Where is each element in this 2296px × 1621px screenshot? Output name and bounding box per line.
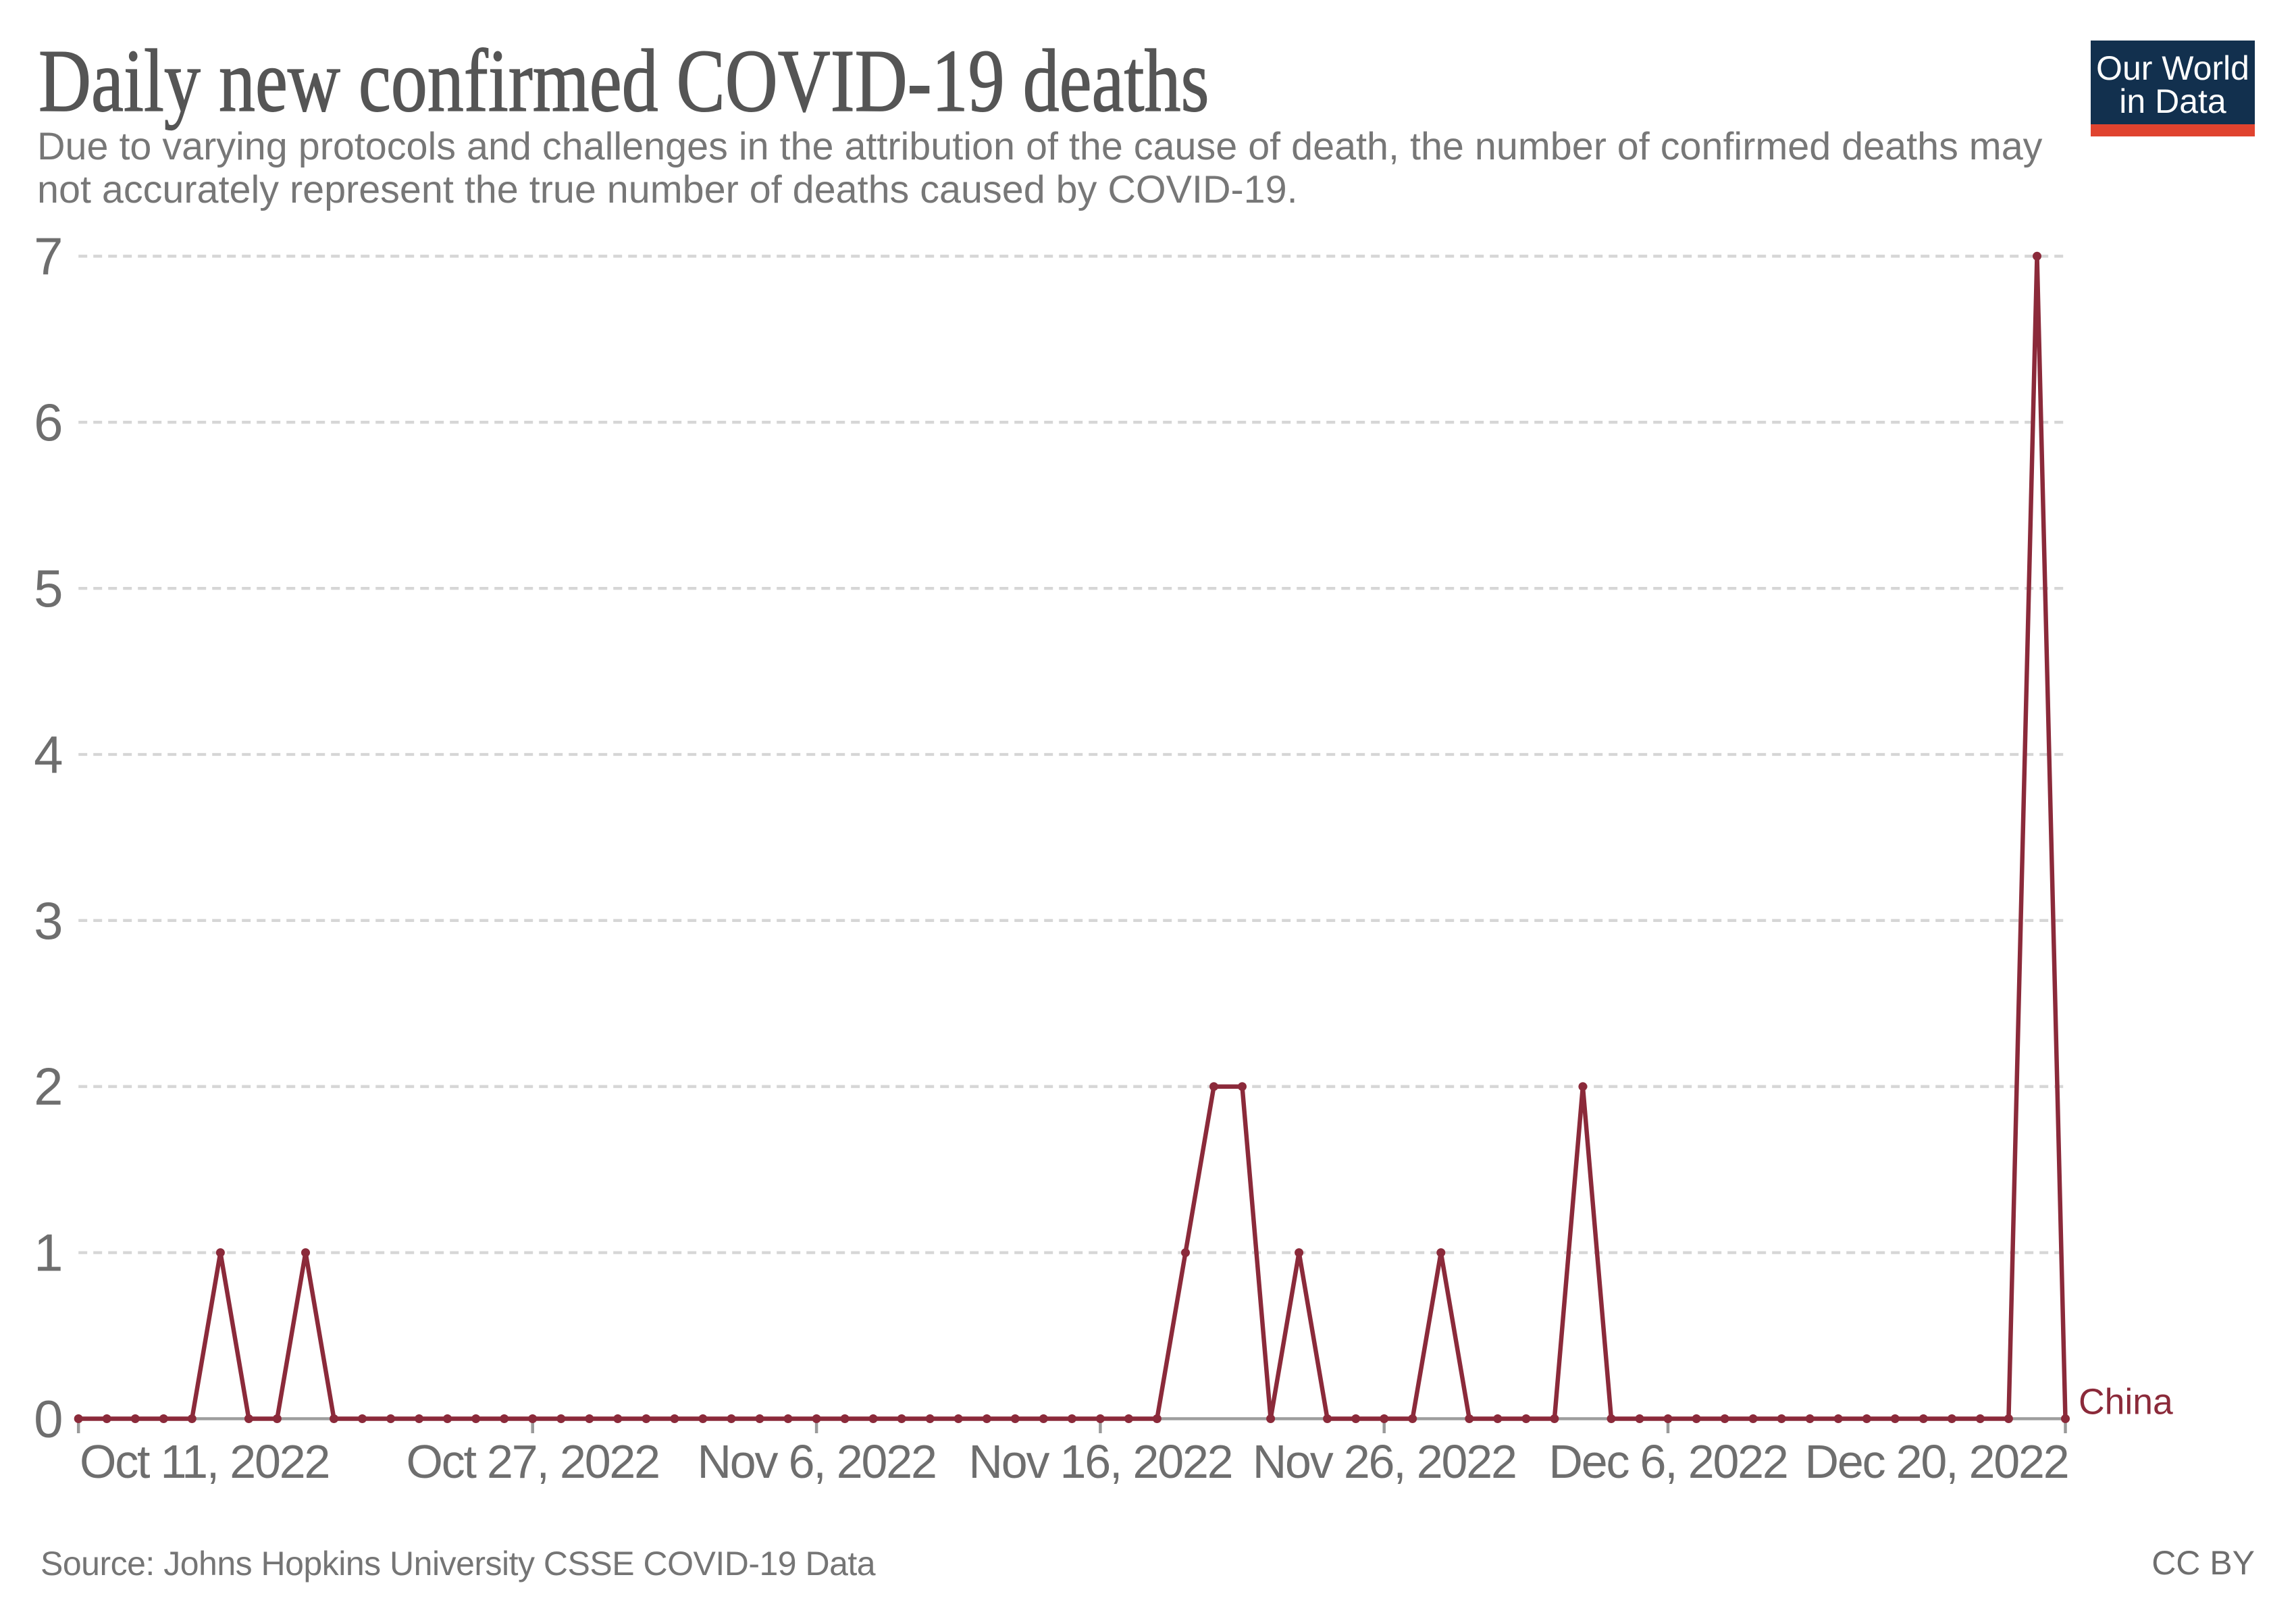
svg-text:7: 7 — [34, 226, 63, 286]
svg-text:Nov 16, 2022: Nov 16, 2022 — [968, 1435, 1232, 1488]
svg-text:Dec 6, 2022: Dec 6, 2022 — [1548, 1435, 1787, 1488]
svg-text:Nov 6, 2022: Nov 6, 2022 — [697, 1435, 935, 1488]
svg-text:Dec 20, 2022: Dec 20, 2022 — [1804, 1435, 2068, 1488]
svg-text:1: 1 — [34, 1223, 63, 1283]
svg-text:Nov 26, 2022: Nov 26, 2022 — [1253, 1435, 1516, 1488]
svg-text:China: China — [2079, 1382, 2173, 1422]
svg-text:4: 4 — [34, 725, 63, 784]
svg-text:2: 2 — [34, 1057, 63, 1116]
svg-text:0: 0 — [34, 1389, 63, 1449]
svg-text:Oct 11, 2022: Oct 11, 2022 — [80, 1435, 329, 1488]
svg-text:5: 5 — [34, 559, 63, 618]
svg-text:6: 6 — [34, 392, 63, 452]
svg-text:Oct 27, 2022: Oct 27, 2022 — [406, 1435, 658, 1488]
svg-text:3: 3 — [34, 891, 63, 950]
